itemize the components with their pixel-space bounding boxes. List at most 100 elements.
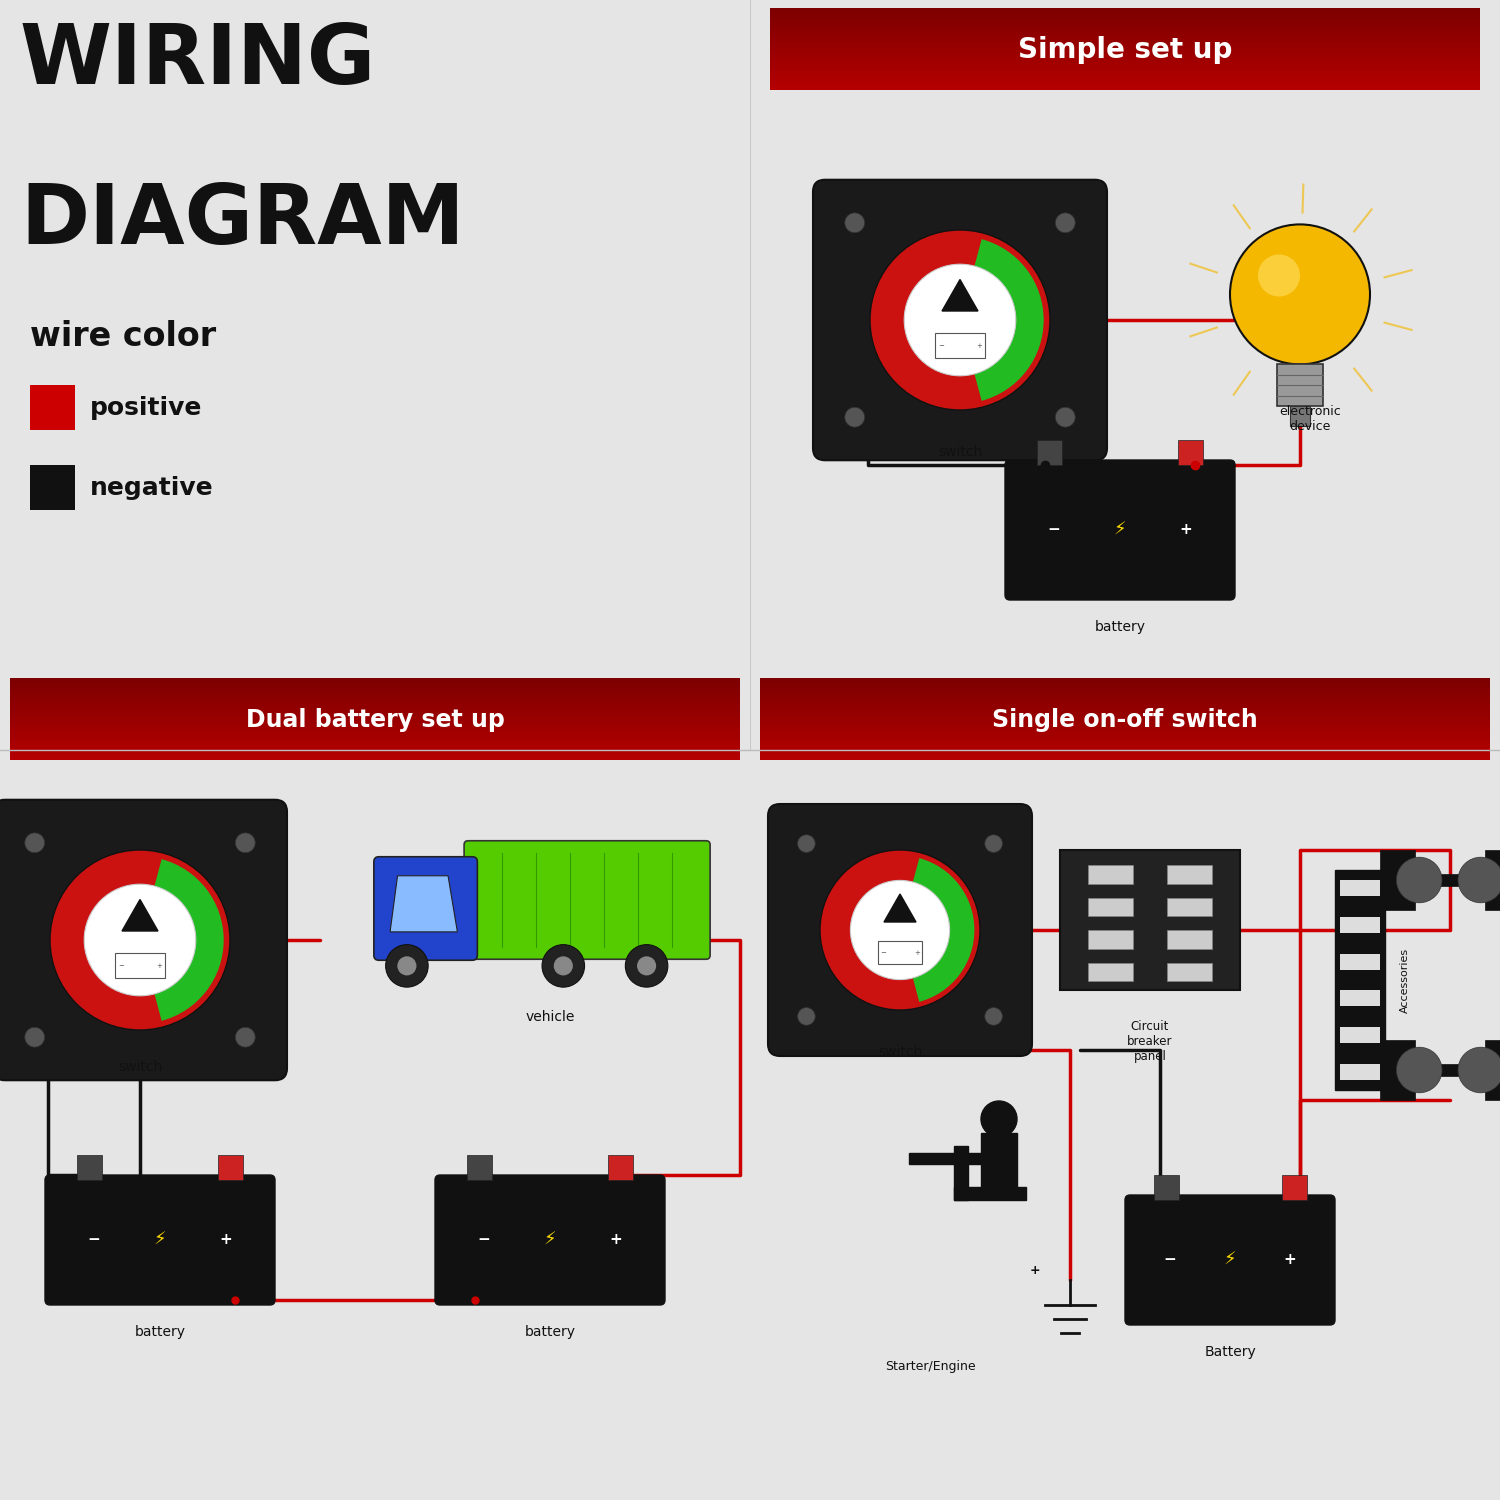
Circle shape — [638, 957, 656, 975]
Bar — [760, 718, 1490, 723]
Bar — [10, 705, 740, 710]
Text: vehicle: vehicle — [525, 1010, 574, 1025]
Bar — [770, 58, 1480, 63]
Bar — [1485, 850, 1500, 910]
Text: electronic
device: electronic device — [1280, 405, 1341, 433]
Circle shape — [398, 957, 417, 975]
Bar — [760, 756, 1490, 760]
Bar — [10, 708, 740, 712]
Bar — [760, 740, 1490, 744]
Bar — [1290, 406, 1310, 426]
Bar — [10, 696, 740, 702]
Bar — [760, 686, 1490, 690]
Bar — [10, 694, 740, 699]
Circle shape — [870, 230, 1050, 410]
Circle shape — [50, 850, 230, 1030]
Bar — [954, 1186, 1026, 1200]
Bar — [1335, 870, 1384, 1090]
Bar — [770, 40, 1480, 45]
Bar — [760, 688, 1490, 693]
Bar — [1154, 1174, 1179, 1200]
Circle shape — [1396, 856, 1441, 903]
Circle shape — [1056, 408, 1076, 428]
Text: −: − — [477, 1233, 490, 1248]
Bar — [760, 732, 1490, 736]
Bar — [770, 32, 1480, 36]
Text: ⚡: ⚡ — [153, 1232, 166, 1250]
Bar — [770, 38, 1480, 42]
Bar — [760, 684, 1490, 688]
Bar — [770, 27, 1480, 32]
Bar — [10, 692, 740, 696]
Bar — [1485, 1040, 1500, 1100]
Polygon shape — [390, 876, 458, 932]
Bar — [10, 732, 740, 736]
Bar — [10, 718, 740, 723]
Wedge shape — [960, 238, 1044, 400]
Bar — [1036, 440, 1062, 465]
Bar — [770, 16, 1480, 21]
Circle shape — [986, 1008, 1002, 1025]
Bar — [1380, 850, 1414, 910]
Bar — [770, 48, 1480, 52]
FancyBboxPatch shape — [1125, 1196, 1335, 1324]
FancyBboxPatch shape — [464, 840, 710, 960]
Polygon shape — [942, 279, 978, 310]
Circle shape — [386, 945, 427, 987]
Bar — [217, 1155, 243, 1180]
Bar — [760, 705, 1490, 710]
Bar — [770, 18, 1480, 24]
Bar — [770, 45, 1480, 50]
Bar — [770, 13, 1480, 18]
Bar — [770, 8, 1480, 12]
Bar — [760, 744, 1490, 750]
Bar — [10, 712, 740, 717]
Text: Dual battery set up: Dual battery set up — [246, 708, 504, 732]
Circle shape — [821, 850, 980, 1010]
Text: Accessories: Accessories — [1400, 948, 1410, 1012]
Bar — [1089, 898, 1134, 916]
Bar — [116, 952, 165, 978]
Bar — [770, 10, 1480, 15]
Circle shape — [798, 836, 814, 852]
Bar — [1167, 898, 1212, 916]
Bar — [760, 712, 1490, 717]
Bar — [10, 686, 740, 690]
Bar — [1340, 990, 1380, 1006]
Circle shape — [844, 213, 864, 232]
Bar — [1281, 1174, 1306, 1200]
Bar — [770, 80, 1480, 84]
Circle shape — [542, 945, 585, 987]
Wedge shape — [140, 859, 224, 1022]
Circle shape — [1396, 1047, 1441, 1094]
Bar — [1380, 1064, 1500, 1076]
Bar — [770, 42, 1480, 48]
Bar — [770, 75, 1480, 80]
Bar — [760, 694, 1490, 699]
Bar — [30, 386, 75, 430]
Bar — [981, 1132, 1017, 1186]
Text: Simple set up: Simple set up — [1019, 36, 1232, 64]
Circle shape — [236, 1028, 255, 1047]
Text: −: − — [87, 1233, 100, 1248]
Bar — [760, 742, 1490, 747]
Bar — [760, 692, 1490, 696]
Bar — [1340, 1028, 1380, 1042]
Text: −: − — [1047, 522, 1060, 537]
Bar — [770, 51, 1480, 56]
Bar — [760, 720, 1490, 726]
Bar — [10, 740, 740, 744]
Text: switch: switch — [118, 1060, 162, 1074]
Text: Starter/Engine: Starter/Engine — [885, 1360, 975, 1372]
Bar — [770, 72, 1480, 76]
Text: ⚡: ⚡ — [1224, 1251, 1236, 1269]
Text: −: − — [880, 950, 886, 956]
FancyBboxPatch shape — [1005, 460, 1234, 600]
Polygon shape — [122, 900, 158, 932]
Bar — [770, 82, 1480, 87]
Bar — [770, 30, 1480, 34]
Circle shape — [986, 836, 1002, 852]
Bar — [878, 940, 922, 963]
Bar — [10, 720, 740, 726]
Bar — [1340, 1064, 1380, 1080]
